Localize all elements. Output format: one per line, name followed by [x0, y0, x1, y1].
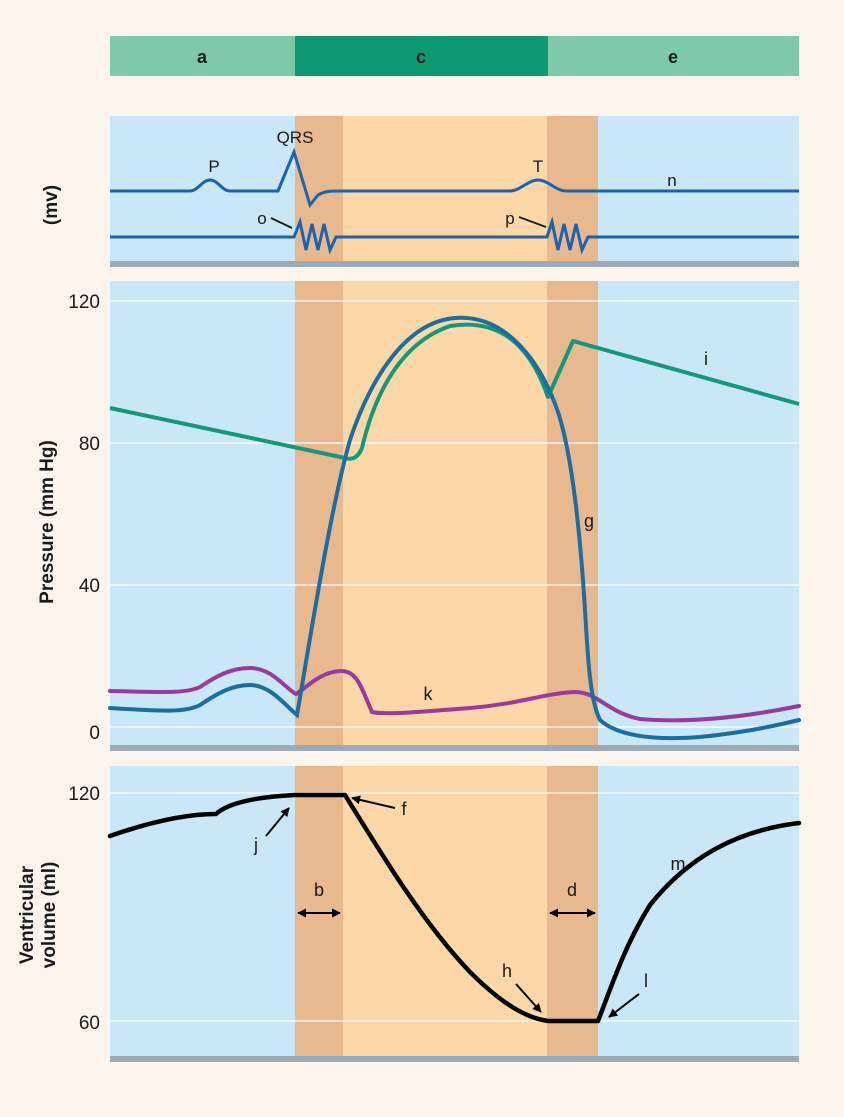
label-n: n: [667, 171, 676, 190]
label-j-arrow: [265, 807, 290, 837]
label-b: b: [314, 880, 324, 900]
pressure-panel: 120 80 40 0 Pressure (mm Hg) g i k: [37, 281, 801, 751]
volume-axis-title-line1: Ventricular: [17, 865, 38, 964]
phase-c-segment: [295, 36, 548, 76]
label-h: h: [502, 961, 512, 981]
ecg-label-qrs: QRS: [277, 128, 314, 147]
volume-axis-title-line2: volume (ml): [39, 862, 60, 969]
label-l: l: [644, 971, 648, 991]
label-f-arrow: [351, 795, 396, 809]
label-p: p: [505, 209, 514, 228]
phase-e-segment: [548, 36, 799, 76]
pressure-axis-title: Pressure (mm Hg): [37, 440, 58, 604]
pressure-baseline-bar: [110, 745, 799, 751]
label-k: k: [424, 684, 434, 704]
label-f: f: [401, 799, 407, 819]
volume-baseline-bar: [110, 1056, 799, 1062]
pressure-tick-40: 40: [79, 576, 100, 597]
volume-panel: 120 60 Ventricular volume (ml) j f b d h…: [17, 766, 802, 1062]
heart-sounds-trace: [110, 216, 799, 255]
label-o-pointer: [270, 217, 293, 229]
volume-tick-120: 120: [68, 784, 100, 805]
label-l-arrow: [608, 993, 640, 1018]
pressure-tick-120: 120: [68, 292, 100, 313]
volume-band-d: [547, 766, 598, 1056]
ecg-label-t-wave: T: [533, 157, 543, 176]
volume-tick-60: 60: [79, 1013, 100, 1034]
ecg-baseline-bar: [110, 261, 799, 267]
label-o: o: [257, 209, 266, 228]
volume-band-b: [295, 766, 343, 1056]
label-d: d: [567, 880, 577, 900]
label-m: m: [671, 854, 686, 874]
volume-band-c: [343, 766, 547, 1056]
label-p-pointer: [518, 216, 547, 228]
label-h-arrow: [515, 983, 542, 1013]
phase-label-e: e: [668, 47, 678, 67]
label-g: g: [584, 511, 594, 531]
label-i: i: [704, 349, 708, 369]
ecg-axis-title: (mv): [41, 185, 62, 225]
ventricular-volume-curve: [107, 792, 802, 1024]
phase-label-a: a: [197, 47, 208, 67]
pressure-tick-80: 80: [79, 434, 100, 455]
ecg-trace: [110, 147, 799, 209]
phase-a-segment: [110, 36, 295, 76]
ventricular-pressure-curve: [108, 315, 801, 741]
label-j: j: [253, 835, 258, 855]
ecg-label-p-wave: P: [208, 157, 219, 176]
pressure-band-c: [343, 281, 547, 748]
pressure-tick-0: 0: [89, 723, 100, 744]
atrial-pressure-curve: [108, 665, 801, 723]
phase-label-c: c: [416, 47, 426, 67]
ecg-panel: P QRS T n o p (mv): [41, 116, 799, 267]
phase-bar: a c e: [110, 36, 799, 76]
